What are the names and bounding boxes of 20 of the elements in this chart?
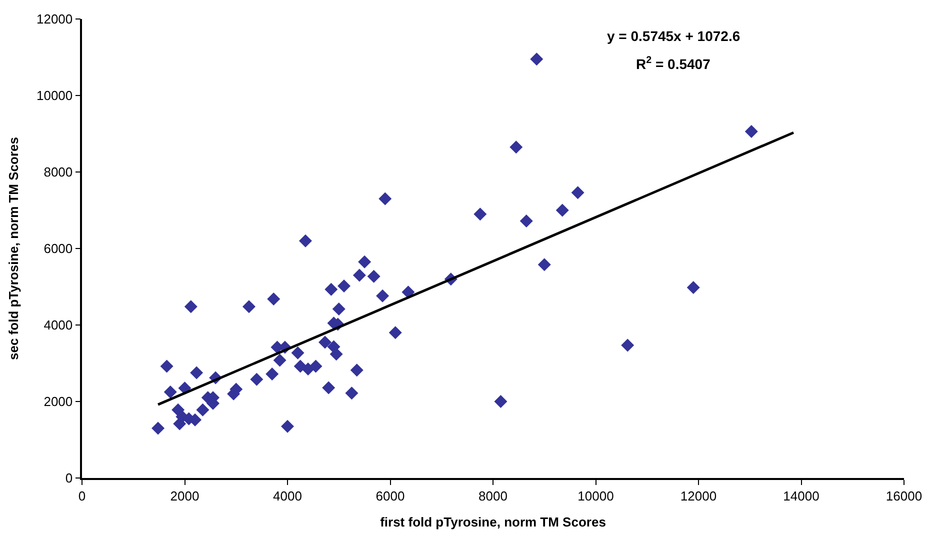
y-tick-label: 8000 — [44, 164, 73, 180]
x-tick-label: 16000 — [886, 488, 922, 504]
x-tick-label: 4000 — [273, 488, 302, 504]
x-tick-label: 0 — [78, 488, 86, 504]
x-tick-label: 10000 — [578, 488, 614, 504]
x-tick-label: 8000 — [478, 488, 508, 504]
x-tick-label: 6000 — [376, 488, 405, 504]
x-tick-label: 12000 — [680, 488, 717, 504]
annotation: R$^{2}$ = 0.5407 — [636, 55, 711, 72]
y-tick-label: 4000 — [44, 318, 73, 333]
y-axis-title: sec fold pTyrosine, norm TM Scores — [6, 137, 21, 360]
y-tick-label: 12000 — [36, 12, 73, 27]
y-tick-label: 6000 — [44, 241, 73, 256]
y-tick-label: 10000 — [36, 88, 73, 104]
x-tick-label: 14000 — [783, 488, 820, 504]
x-axis-title: first fold pTyrosine, norm TM Scores — [380, 514, 606, 530]
x-tick-label: 2000 — [170, 488, 200, 504]
y-tick-label: 2000 — [44, 394, 73, 410]
annotation: y = 0.5745x + 1072.6 — [607, 28, 740, 44]
y-tick-label: 0 — [65, 470, 73, 486]
